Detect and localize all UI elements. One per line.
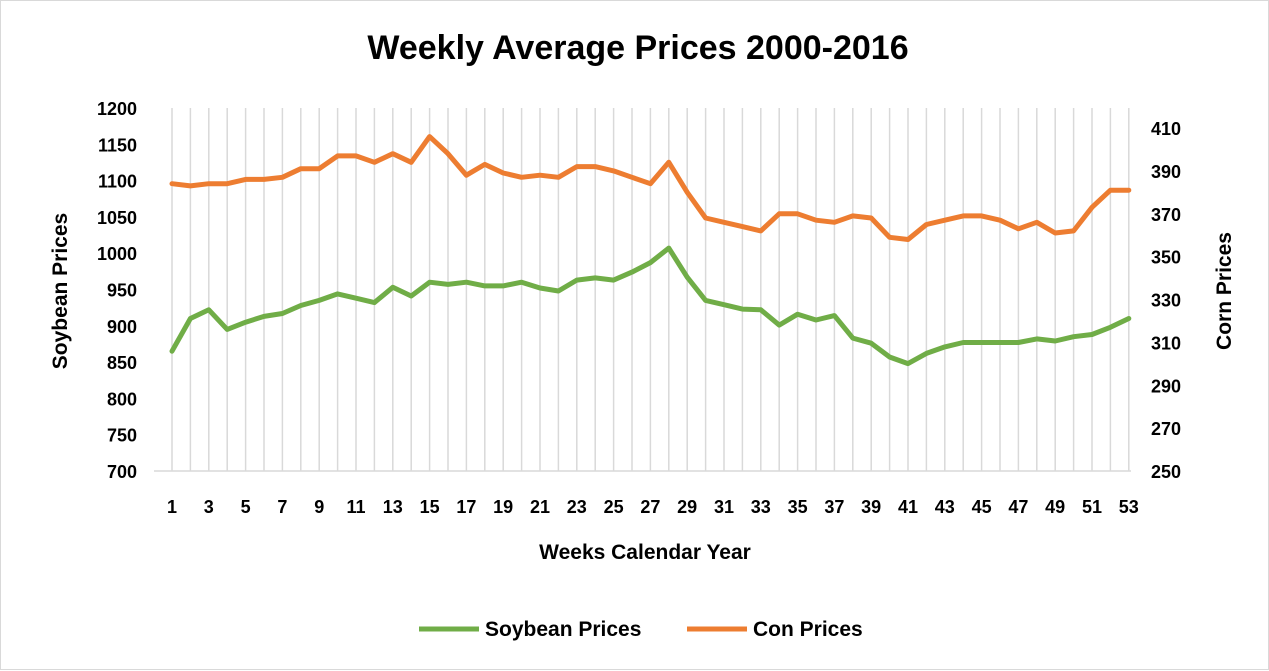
x-tick-label: 11 xyxy=(346,497,365,517)
y-right-tick-label: 290 xyxy=(1151,376,1181,396)
y-left-tick-label: 850 xyxy=(107,353,137,373)
x-tick-label: 7 xyxy=(277,497,287,517)
x-tick-label: 15 xyxy=(420,497,440,517)
x-tick-label: 43 xyxy=(935,497,955,517)
x-tick-label: 17 xyxy=(456,497,476,517)
x-tick-label: 25 xyxy=(604,497,624,517)
y-right-tick-label: 310 xyxy=(1151,333,1181,353)
x-tick-label: 47 xyxy=(1008,497,1028,517)
y-right-tick-label: 370 xyxy=(1151,205,1181,225)
x-tick-label: 49 xyxy=(1045,497,1065,517)
y-left-tick-label: 700 xyxy=(107,462,137,482)
x-tick-label: 1 xyxy=(167,497,177,517)
x-tick-label: 41 xyxy=(898,497,918,517)
legend-corn-label: Con Prices xyxy=(753,618,863,641)
legend-soybean-label: Soybean Prices xyxy=(485,618,641,641)
soybean-prices-line xyxy=(169,245,1132,367)
x-tick-label: 21 xyxy=(530,497,550,517)
y-right-tick-label: 330 xyxy=(1151,291,1181,311)
x-tick-label: 13 xyxy=(383,497,403,517)
x-tick-label: 45 xyxy=(972,497,992,517)
x-tick-label: 51 xyxy=(1082,497,1102,517)
x-axis-ticks: 1 3 5 7 9 11 13 15 17 19 21 23 25 27 29 31 33 35 37 39 41 43 4… xyxy=(167,497,1139,517)
x-tick-label: 31 xyxy=(714,497,734,517)
y-left-tick-label: 1150 xyxy=(98,135,137,155)
y-left-tick-label: 1100 xyxy=(98,172,137,192)
y-left-tick-label: 950 xyxy=(107,281,137,301)
gridlines xyxy=(171,108,1130,471)
x-tick-label: 23 xyxy=(567,497,587,517)
y-axis-left-title: Soybean Prices xyxy=(49,213,72,369)
x-tick-label: 29 xyxy=(677,497,697,517)
x-tick-label: 39 xyxy=(861,497,881,517)
x-tick-label: 9 xyxy=(314,497,324,517)
y-right-tick-label: 270 xyxy=(1151,419,1181,439)
series-layer xyxy=(169,134,1132,367)
y-right-tick-label: 250 xyxy=(1151,462,1181,482)
y-left-tick-label: 750 xyxy=(107,426,137,446)
y-left-tick-label: 1000 xyxy=(97,244,137,264)
y-right-tick-label: 410 xyxy=(1151,119,1181,139)
x-tick-label: 3 xyxy=(204,497,214,517)
x-axis-title: Weeks Calendar Year xyxy=(539,541,751,564)
y-right-tick-label: 390 xyxy=(1151,162,1181,182)
y-left-tick-label: 1200 xyxy=(97,99,137,119)
y-right-tick-label: 350 xyxy=(1151,248,1181,268)
y-left-tick-label: 1050 xyxy=(97,208,137,228)
x-tick-label: 27 xyxy=(640,497,660,517)
right-y-axis-ticks: 250 270 290 310 330 350 370 390 410 xyxy=(1151,119,1181,482)
x-tick-label: 37 xyxy=(824,497,844,517)
y-left-tick-label: 800 xyxy=(107,389,137,409)
x-tick-label: 19 xyxy=(493,497,513,517)
chart-title: Weekly Average Prices 2000-2016 xyxy=(367,29,908,67)
y-left-tick-label: 900 xyxy=(107,317,137,337)
corn-prices-line xyxy=(169,134,1132,242)
x-tick-label: 5 xyxy=(241,497,251,517)
left-y-axis-ticks: 700 750 800 850 900 950 1000 1050 1100 1150 1200 xyxy=(97,99,137,482)
x-tick-label: 33 xyxy=(751,497,771,517)
legend: Soybean Prices Con Prices xyxy=(419,618,863,641)
x-tick-label: 53 xyxy=(1119,497,1139,517)
y-axis-right-title: Corn Prices xyxy=(1213,232,1236,350)
x-tick-label: 35 xyxy=(788,497,808,517)
